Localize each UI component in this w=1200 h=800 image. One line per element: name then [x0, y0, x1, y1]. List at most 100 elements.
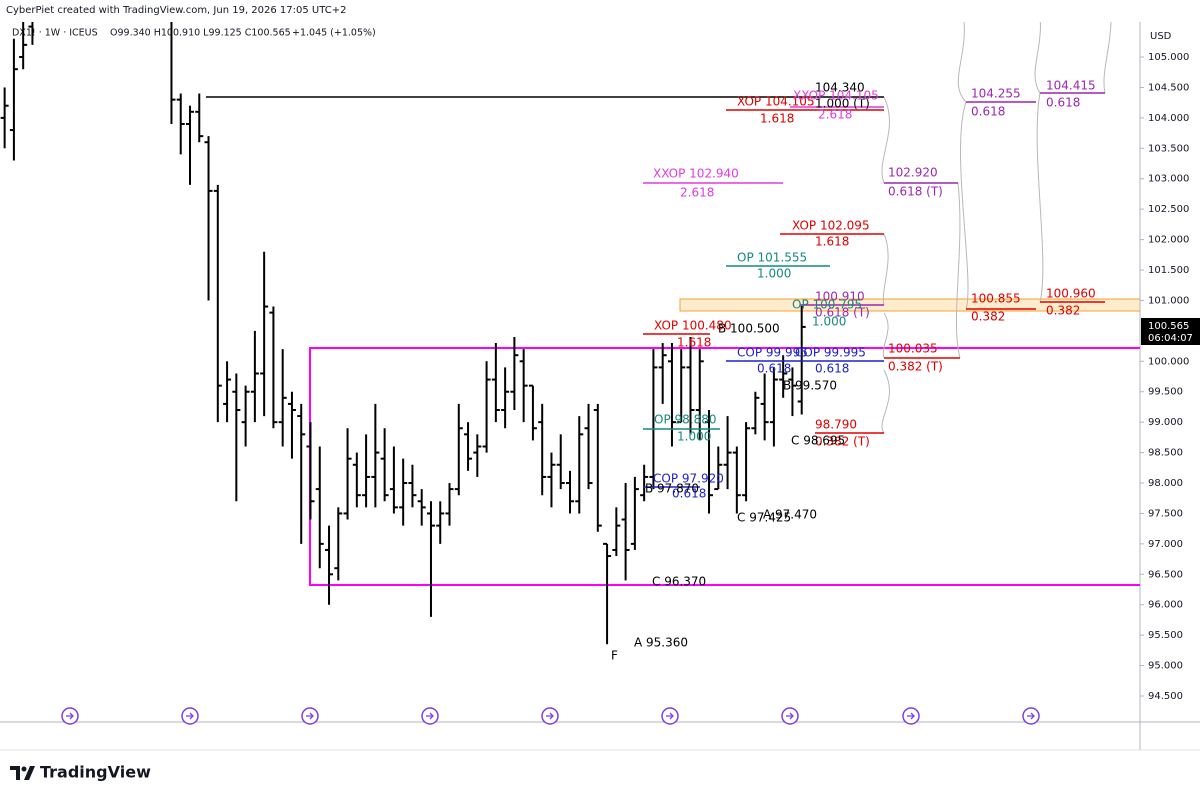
event-arrow: [666, 712, 674, 720]
y-tick-label: 103.500: [1148, 143, 1189, 154]
attribution: CyberPiet created with TradingView.com, …: [6, 5, 347, 16]
y-tick-label: 105.000: [1148, 52, 1189, 63]
y-tick-label: 99.500: [1148, 387, 1183, 398]
annotation: C 98.695: [791, 434, 845, 448]
annotation: 102.920: [888, 166, 938, 180]
annotation: C 97.425: [737, 511, 791, 525]
annotation: COP 99.995: [795, 346, 866, 360]
bars: [0, 22, 806, 645]
annotation: 0.618: [815, 362, 849, 376]
annotation: XOP 102.095: [792, 219, 870, 233]
event-icon[interactable]: [1022, 707, 1040, 725]
y-tick-label: 102.500: [1148, 204, 1189, 215]
annotation: 100.910: [815, 290, 865, 304]
y-tick-label: 101.000: [1148, 295, 1189, 306]
annotation: F: [611, 649, 618, 663]
annotation: 104.340: [815, 81, 865, 95]
y-tick-label: 103.000: [1148, 174, 1189, 185]
annotation: XXOP 102.940: [653, 167, 739, 181]
y-tick-label: 94.500: [1148, 691, 1183, 702]
event-icon[interactable]: [421, 707, 439, 725]
event-icons: [61, 707, 1040, 725]
annotation: OP 101.555: [737, 251, 807, 265]
event-arrow: [186, 712, 194, 720]
event-icon[interactable]: [661, 707, 679, 725]
annotation: C 96.370: [652, 575, 706, 589]
annotation: 1.618: [815, 235, 849, 249]
y-tick-label: 96.500: [1148, 569, 1183, 580]
annotation: XOP 100.480: [654, 319, 732, 333]
annotation: 0.382: [971, 310, 1005, 324]
annotation: COP 97.920: [653, 472, 724, 486]
annotation: 2.618: [818, 108, 852, 122]
connectors: [881, 22, 1112, 434]
annotation: XXOP 104.105: [793, 89, 879, 103]
annotation: 100.035: [888, 342, 938, 356]
y-tick-label: 97.500: [1148, 508, 1183, 519]
annotations: 104.340 1.000 (T)XOP 104.105 1.618 XXOP 104…: [206, 79, 1105, 663]
event-arrow: [426, 712, 434, 720]
annotation: B 97.870: [645, 482, 699, 496]
currency: USD: [1150, 31, 1172, 42]
price-axis: 94.500 95.000 95.500 96.000 96.500 97.000 97.5…: [1140, 52, 1189, 702]
annotation: 1.000: [812, 315, 846, 329]
annotation: 1.000: [757, 267, 791, 281]
annotation: 100.960: [1046, 287, 1096, 301]
event-arrow: [907, 712, 915, 720]
y-tick-label: 99.000: [1148, 417, 1183, 428]
y-tick-label: 102.000: [1148, 235, 1189, 246]
annotation: 0.618: [971, 105, 1005, 119]
y-tick-label: 96.000: [1148, 600, 1183, 611]
y-tick-label: 97.000: [1148, 539, 1183, 550]
annotation: B 100.500: [718, 322, 780, 336]
annotation: 0.382 (T): [815, 435, 870, 449]
annotation: 0.618: [1046, 96, 1080, 110]
y-tick-label: 100.000: [1148, 356, 1189, 367]
annotation: 1.618: [760, 112, 794, 126]
y-tick-label: 95.000: [1148, 661, 1183, 672]
zone: [679, 298, 1140, 312]
annotation: 0.382: [1046, 304, 1080, 318]
annotation: 0.382 (T): [888, 360, 943, 374]
annotation: 0.618 (T): [815, 306, 870, 320]
annotation: B 99.570: [783, 379, 837, 393]
symbol: DX1! · 1W · ICEUS: [12, 28, 98, 39]
brand: TradingView: [40, 763, 151, 782]
event-icon[interactable]: [301, 707, 319, 725]
annotation: 0.618: [757, 362, 791, 376]
last-price: 100.565: [1148, 321, 1189, 332]
y-tick-label: 95.500: [1148, 630, 1183, 641]
brand-logo: [10, 766, 35, 780]
event-icon[interactable]: [61, 707, 79, 725]
event-icon[interactable]: [541, 707, 559, 725]
annotation: 104.415: [1046, 79, 1096, 93]
annotation: 98.790: [815, 418, 857, 432]
annotation: 1.000 (T): [815, 97, 870, 111]
event-arrow: [786, 712, 794, 720]
annotation: 0.618 (T): [888, 185, 943, 199]
event-arrow: [306, 712, 314, 720]
event-arrow: [1027, 712, 1035, 720]
annotation: 100.855: [971, 292, 1021, 306]
event-arrow: [546, 712, 554, 720]
countdown: 06:04:07: [1148, 333, 1193, 344]
event-icon[interactable]: [181, 707, 199, 725]
y-tick-label: 104.500: [1148, 82, 1189, 93]
y-tick-label: 101.500: [1148, 265, 1189, 276]
annotation: XOP 104.105: [737, 95, 815, 109]
annotation: OP 98.880: [654, 413, 716, 427]
annotation: 1.000: [677, 430, 711, 444]
y-tick-label: 104.000: [1148, 113, 1189, 124]
price-tag: [1141, 318, 1200, 345]
ohlc-legend: O99.340 H100.910 L99.125 C100.565: [110, 28, 291, 39]
event-icon[interactable]: [781, 707, 799, 725]
annotation: 0.618: [672, 487, 706, 501]
annotation: A 95.360: [634, 636, 688, 650]
annotation: COP 99.995: [737, 346, 808, 360]
event-icon[interactable]: [902, 707, 920, 725]
annotation: 1.618: [677, 336, 711, 350]
y-tick-label: 98.500: [1148, 448, 1183, 459]
annotation: 104.255: [971, 87, 1021, 101]
